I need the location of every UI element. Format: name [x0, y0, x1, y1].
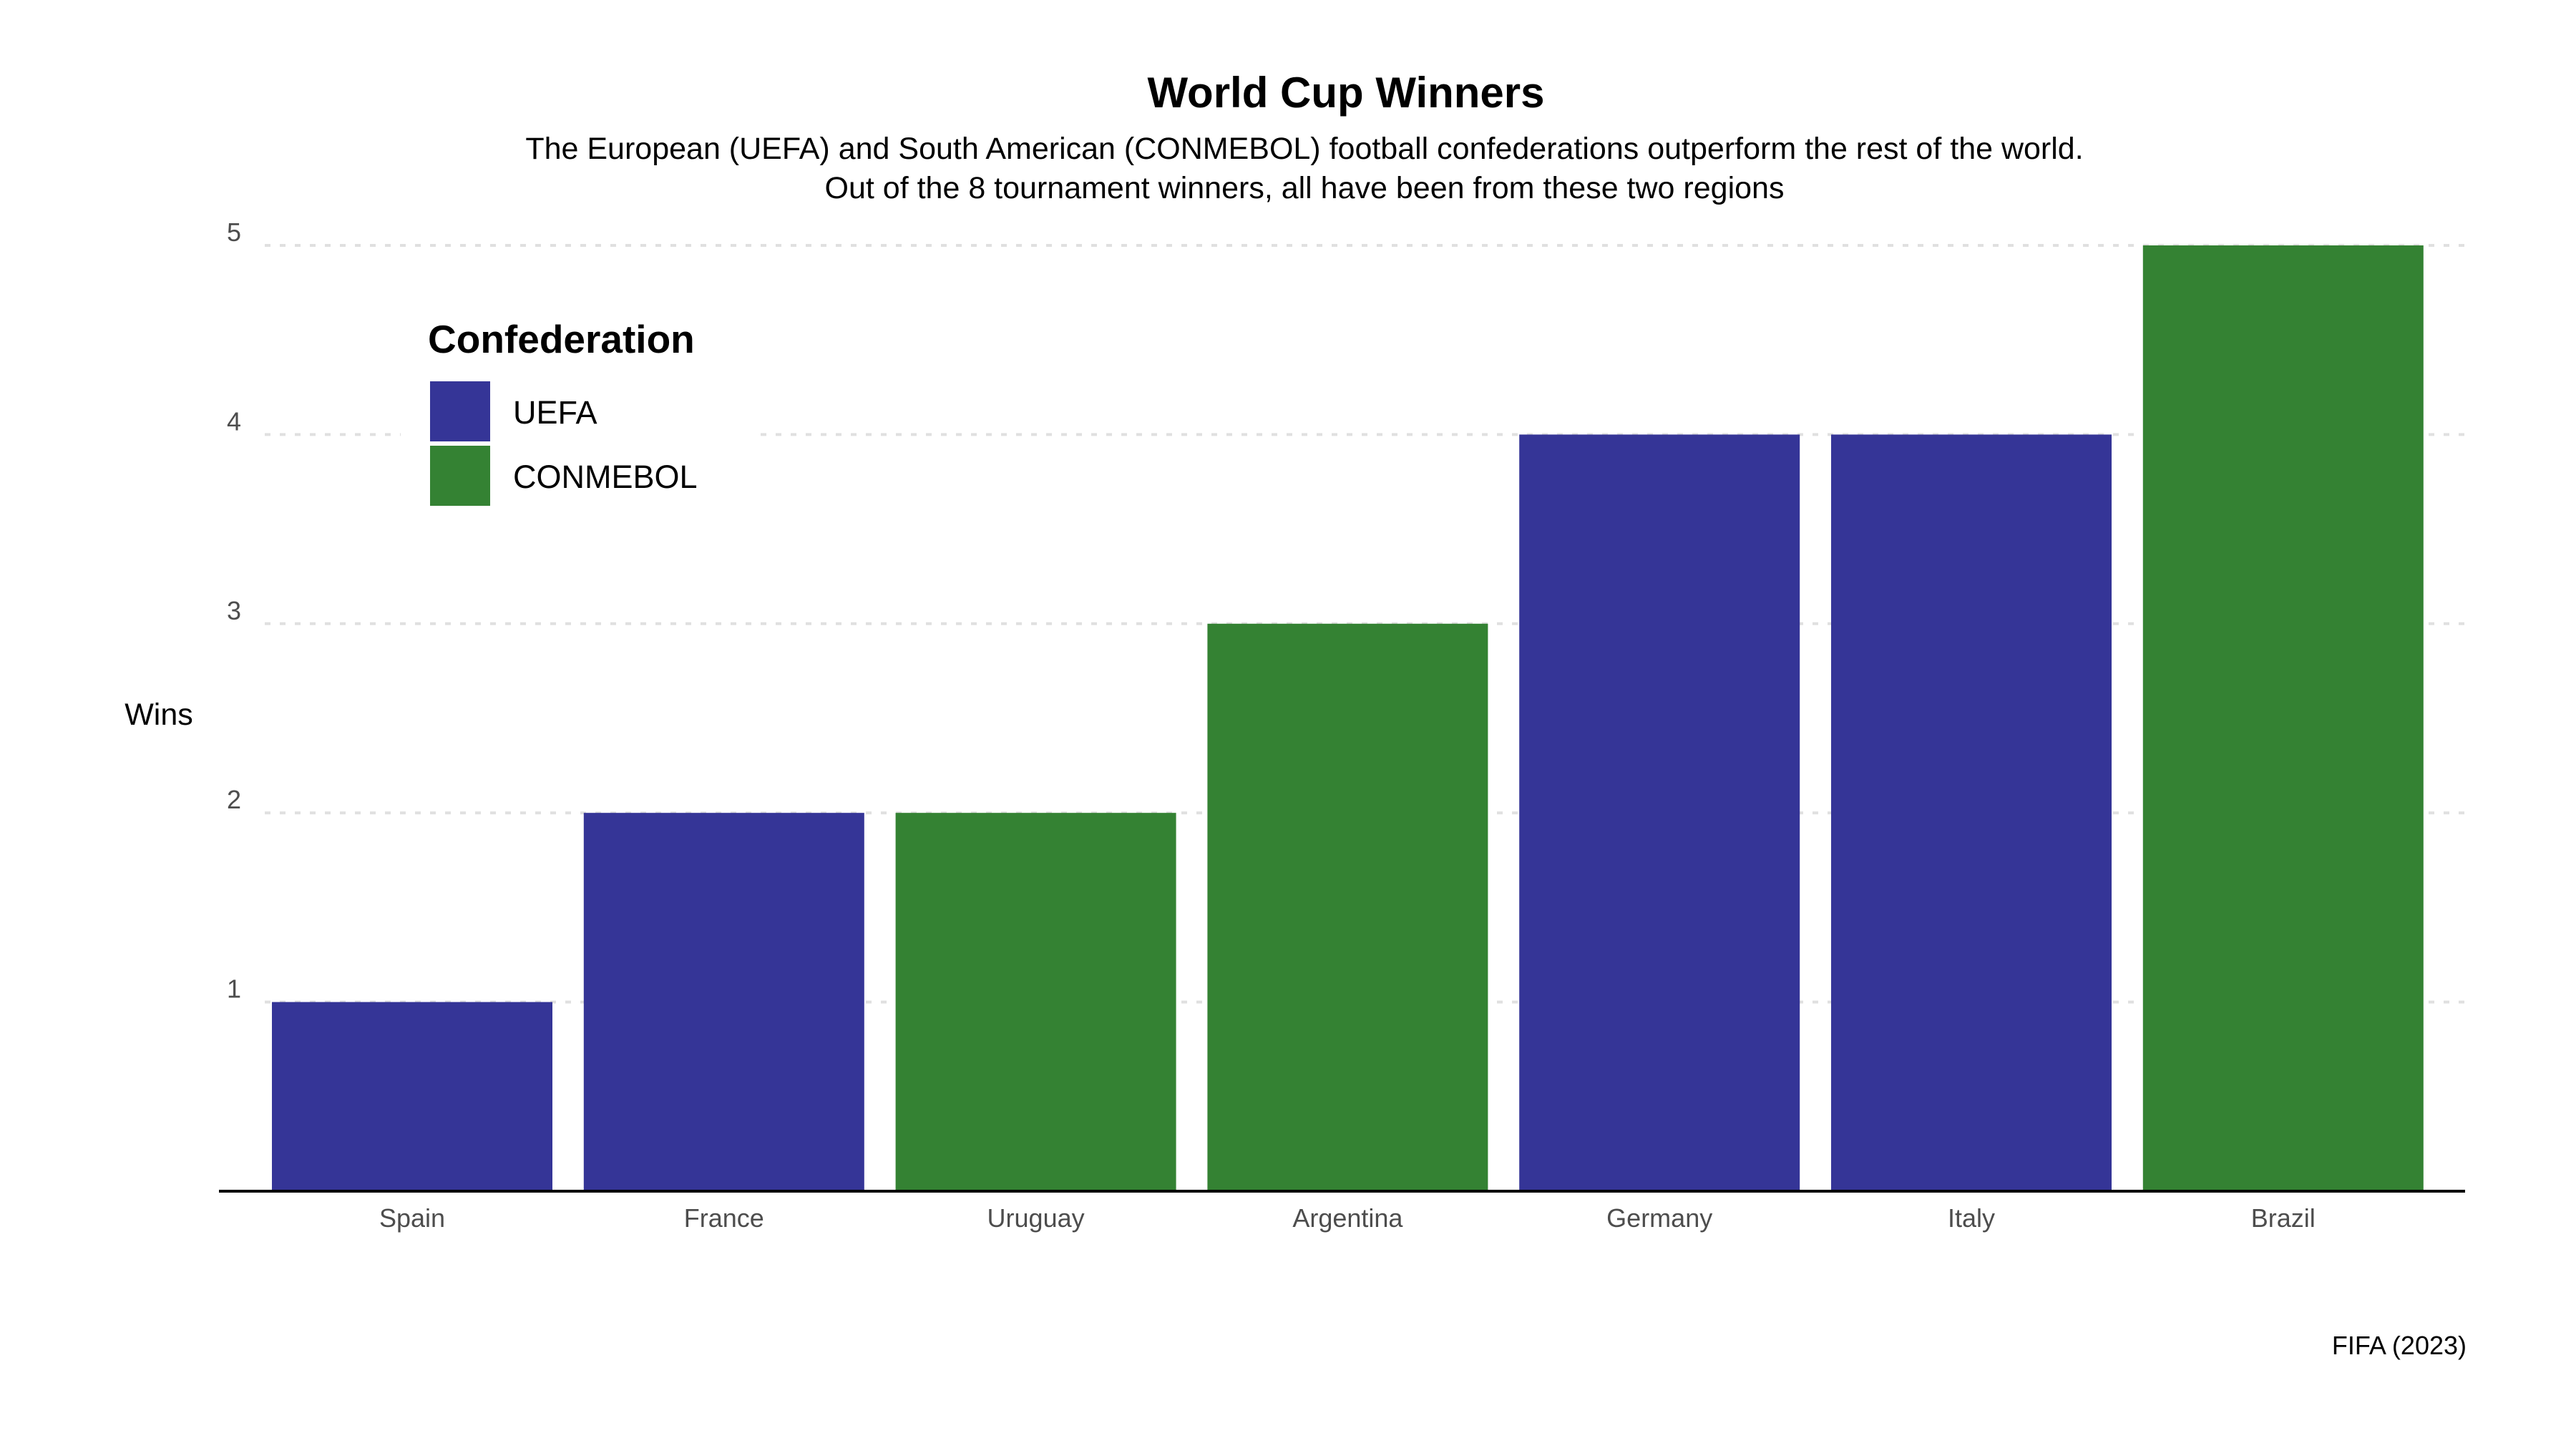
- y-tick-label-4: 4: [227, 406, 241, 436]
- legend-swatch-uefa: [430, 381, 490, 441]
- legend-swatch-conmebol: [430, 446, 490, 506]
- x-tick-label-brazil: Brazil: [2251, 1203, 2316, 1233]
- x-tick-label-germany: Germany: [1606, 1203, 1712, 1233]
- y-axis-ticks: 1 2 3 4 5: [227, 217, 241, 1004]
- y-tick-label-5: 5: [227, 217, 241, 247]
- legend: Confederation UEFA CONMEBOL: [401, 300, 758, 529]
- y-tick-label-3: 3: [227, 596, 241, 625]
- bar-germany: [1519, 434, 1800, 1191]
- bars: [272, 245, 2424, 1191]
- y-tick-label-2: 2: [227, 785, 241, 814]
- bar-argentina: [1207, 623, 1488, 1191]
- chart-caption: FIFA (2023): [2332, 1331, 2467, 1360]
- x-tick-label-argentina: Argentina: [1292, 1203, 1403, 1233]
- legend-label-conmebol: CONMEBOL: [513, 459, 698, 495]
- legend-title: Confederation: [428, 317, 695, 361]
- x-tick-label-italy: Italy: [1948, 1203, 1995, 1233]
- bar-brazil: [2142, 245, 2424, 1191]
- chart-subtitle-line-2: Out of the 8 tournament winners, all hav…: [825, 171, 1785, 205]
- bar-italy: [1831, 434, 2112, 1191]
- bar-spain: [272, 1002, 552, 1191]
- chart-subtitle-line-1: The European (UEFA) and South American (…: [525, 132, 2083, 166]
- bar-france: [583, 813, 864, 1191]
- x-tick-label-uruguay: Uruguay: [987, 1203, 1085, 1233]
- legend-label-uefa: UEFA: [513, 394, 597, 431]
- chart-title: World Cup Winners: [1148, 69, 1545, 117]
- x-tick-label-france: France: [684, 1203, 764, 1233]
- y-axis-label: Wins: [125, 698, 193, 732]
- x-axis-ticks: Spain France Uruguay Argentina Germany Italy B…: [379, 1203, 2316, 1233]
- bar-uruguay: [895, 813, 1176, 1191]
- y-tick-label-1: 1: [227, 974, 241, 1004]
- x-tick-label-spain: Spain: [379, 1203, 445, 1233]
